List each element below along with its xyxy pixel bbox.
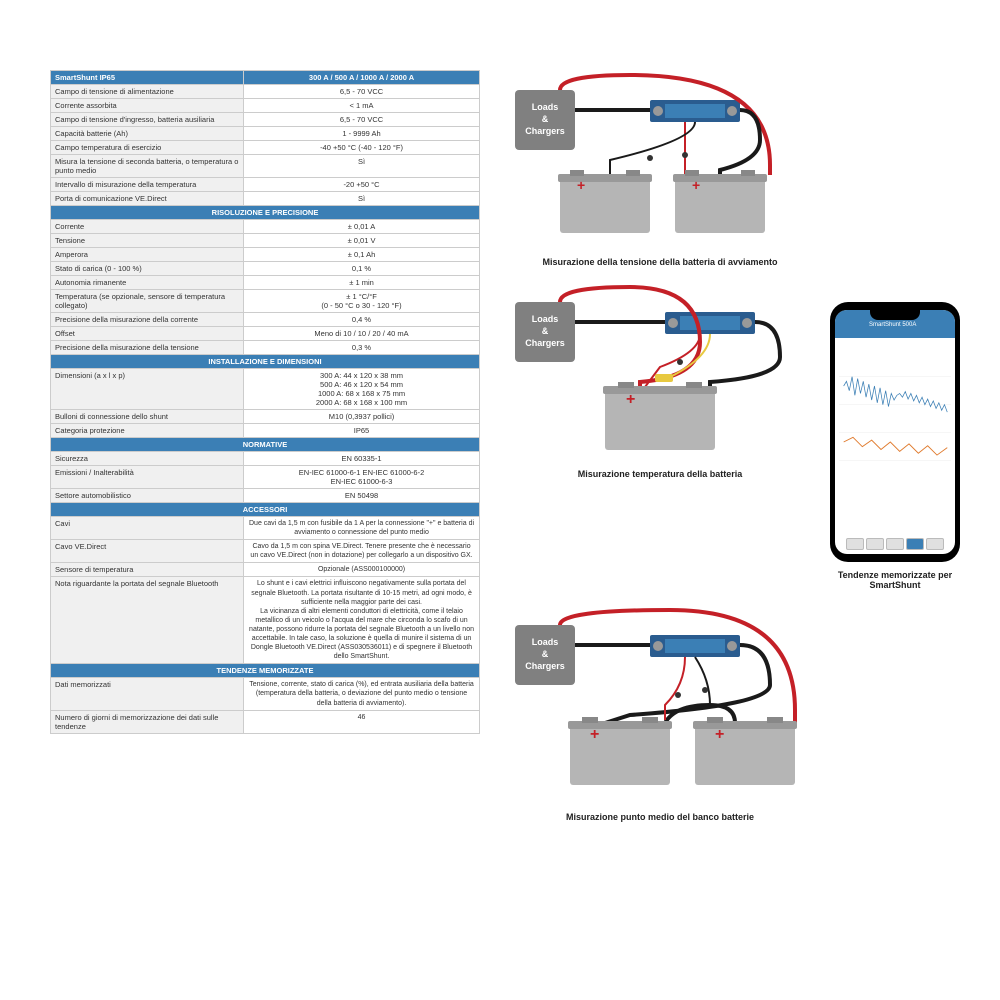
spec-label: Stato di carica (0 - 100 %) (51, 262, 244, 276)
table-header-left: SmartShunt IP65 (51, 71, 244, 85)
svg-text:Chargers: Chargers (525, 661, 565, 671)
svg-text:Loads: Loads (532, 314, 559, 324)
spec-value: 1 - 9999 Ah (244, 127, 480, 141)
spec-label: Dimensioni (a x l x p) (51, 369, 244, 410)
spec-label: Bulloni di connessione dello shunt (51, 410, 244, 424)
svg-text:&: & (542, 649, 549, 659)
spec-label: Campo di tensione d'ingresso, batteria a… (51, 113, 244, 127)
section-accessories: ACCESSORI (51, 503, 480, 517)
svg-text:+: + (715, 726, 724, 743)
diagram-starter-voltage: Loads & Chargers + + Misurazione della t… (510, 70, 810, 267)
spec-label: Porta di comunicazione VE.Direct (51, 192, 244, 206)
spec-label: Numero di giorni di memorizzazione dei d… (51, 710, 244, 733)
svg-text:&: & (542, 326, 549, 336)
spec-value: ± 0,01 V (244, 234, 480, 248)
spec-value: 6,5 - 70 VCC (244, 113, 480, 127)
spec-label: Campo di tensione di alimentazione (51, 85, 244, 99)
spec-label: Sicurezza (51, 452, 244, 466)
spec-table: SmartShunt IP65300 A / 500 A / 1000 A / … (50, 70, 480, 734)
trend-chart (835, 338, 955, 518)
phone-caption: Tendenze memorizzate per SmartShunt (830, 570, 960, 590)
section-norms: NORMATIVE (51, 438, 480, 452)
spec-value: EN 50498 (244, 489, 480, 503)
spec-label: Sensore di temperatura (51, 563, 244, 577)
spec-label: Capacità batterie (Ah) (51, 127, 244, 141)
section-trends: TENDENZE MEMORIZZATE (51, 664, 480, 678)
spec-label: Settore automobilistico (51, 489, 244, 503)
spec-value: 0,4 % (244, 313, 480, 327)
spec-label: Temperatura (se opzionale, sensore di te… (51, 290, 244, 313)
spec-value: 6,5 - 70 VCC (244, 85, 480, 99)
svg-text:+: + (692, 177, 700, 193)
svg-text:Loads: Loads (532, 102, 559, 112)
spec-label: Precisione della misurazione della tensi… (51, 341, 244, 355)
spec-label: Intervallo di misurazione della temperat… (51, 178, 244, 192)
spec-value: IP65 (244, 424, 480, 438)
spec-label: Campo temperatura di esercizio (51, 141, 244, 155)
spec-label: Cavi (51, 517, 244, 540)
spec-label: Corrente assorbita (51, 99, 244, 113)
spec-label: Nota riguardante la portata del segnale … (51, 577, 244, 664)
spec-value: ± 0,1 Ah (244, 248, 480, 262)
spec-value: Tensione, corrente, stato di carica (%),… (244, 678, 480, 710)
spec-value: Lo shunt e i cavi elettrici influiscono … (244, 577, 480, 664)
spec-value: EN-IEC 61000-6-1 EN-IEC 61000-6-2 EN-IEC… (244, 466, 480, 489)
spec-label: Cavo VE.Direct (51, 540, 244, 563)
section-resolution: RISOLUZIONE E PRECISIONE (51, 206, 480, 220)
spec-value: ± 1 min (244, 276, 480, 290)
spec-label: Offset (51, 327, 244, 341)
section-install: INSTALLAZIONE E DIMENSIONI (51, 355, 480, 369)
spec-value: Due cavi da 1,5 m con fusibile da 1 A pe… (244, 517, 480, 540)
spec-value: Meno di 10 / 10 / 20 / 40 mA (244, 327, 480, 341)
spec-value: < 1 mA (244, 99, 480, 113)
spec-label: Emissioni / Inalterabilità (51, 466, 244, 489)
spec-label: Autonomia rimanente (51, 276, 244, 290)
spec-label: Corrente (51, 220, 244, 234)
spec-label: Precisione della misurazione della corre… (51, 313, 244, 327)
svg-text:Loads: Loads (532, 637, 559, 647)
diagram-caption-2: Misurazione temperatura della batteria (510, 469, 810, 479)
svg-text:+: + (590, 726, 599, 743)
spec-value: M10 (0,3937 pollici) (244, 410, 480, 424)
spec-value: Sì (244, 155, 480, 178)
svg-text:Chargers: Chargers (525, 126, 565, 136)
spec-value: 46 (244, 710, 480, 733)
spec-value: 300 A: 44 x 120 x 38 mm 500 A: 46 x 120 … (244, 369, 480, 410)
spec-value: -40 +50 °C (-40 - 120 °F) (244, 141, 480, 155)
spec-value: Sì (244, 192, 480, 206)
spec-value: Cavo da 1,5 m con spina VE.Direct. Tener… (244, 540, 480, 563)
spec-label: Tensione (51, 234, 244, 248)
spec-value: Opzionale (ASS000100000) (244, 563, 480, 577)
spec-value: ± 1 °C/°F (0 - 50 °C o 30 - 120 °F) (244, 290, 480, 313)
spec-label: Dati memorizzati (51, 678, 244, 710)
spec-value: EN 60335-1 (244, 452, 480, 466)
spec-value: ± 0,01 A (244, 220, 480, 234)
spec-value: 0,3 % (244, 341, 480, 355)
table-header-right: 300 A / 500 A / 1000 A / 2000 A (244, 71, 480, 85)
svg-text:+: + (626, 391, 635, 408)
svg-text:Chargers: Chargers (525, 338, 565, 348)
spec-label: Misura la tensione di seconda batteria, … (51, 155, 244, 178)
svg-text:&: & (542, 114, 549, 124)
spec-value: -20 +50 °C (244, 178, 480, 192)
phone-mockup: SmartShunt 500A Tendenze memorizzate per… (830, 302, 960, 590)
spec-label: Amperora (51, 248, 244, 262)
spec-value: 0,1 % (244, 262, 480, 276)
spec-label: Categoria protezione (51, 424, 244, 438)
diagram-caption-1: Misurazione della tensione della batteri… (510, 257, 810, 267)
diagram-temperature: Loads & Chargers + Misurazione temperatu… (510, 282, 810, 479)
diagram-caption-3: Misurazione punto medio del banco batter… (510, 812, 810, 822)
diagram-midpoint: Loads & Chargers + + Misurazione punto m… (510, 605, 810, 822)
svg-text:+: + (577, 177, 585, 193)
phone-footer-buttons (839, 538, 951, 550)
